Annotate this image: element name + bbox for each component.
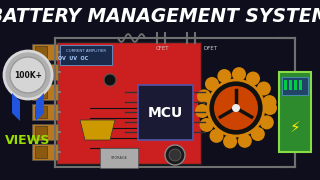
Text: CFET: CFET bbox=[156, 46, 170, 51]
Circle shape bbox=[217, 69, 231, 83]
Circle shape bbox=[104, 74, 116, 86]
Bar bbox=[35, 106, 47, 118]
Circle shape bbox=[262, 95, 276, 109]
Circle shape bbox=[200, 118, 213, 132]
Text: 100K+: 100K+ bbox=[14, 71, 42, 80]
Bar bbox=[32, 44, 58, 60]
Bar bbox=[32, 144, 58, 160]
Circle shape bbox=[246, 72, 260, 86]
Circle shape bbox=[165, 145, 185, 165]
Circle shape bbox=[223, 134, 237, 148]
Circle shape bbox=[232, 67, 246, 81]
Circle shape bbox=[195, 104, 209, 118]
Bar bbox=[32, 64, 58, 80]
Circle shape bbox=[257, 82, 271, 96]
Circle shape bbox=[169, 149, 181, 161]
Bar bbox=[56, 42, 201, 164]
Polygon shape bbox=[36, 93, 44, 121]
Bar bbox=[32, 84, 58, 100]
Text: VIEWS: VIEWS bbox=[5, 134, 51, 147]
Bar bbox=[32, 104, 58, 120]
Bar bbox=[35, 86, 47, 98]
Text: MCU: MCU bbox=[148, 106, 183, 120]
Circle shape bbox=[197, 89, 211, 103]
Text: STORAGE: STORAGE bbox=[111, 156, 127, 160]
Circle shape bbox=[198, 70, 274, 146]
Circle shape bbox=[205, 77, 219, 91]
Bar bbox=[32, 124, 58, 140]
Bar bbox=[284, 80, 287, 90]
Bar bbox=[138, 85, 193, 140]
Polygon shape bbox=[12, 93, 20, 121]
Bar bbox=[279, 72, 311, 152]
Circle shape bbox=[210, 129, 223, 143]
Circle shape bbox=[208, 80, 264, 136]
Circle shape bbox=[260, 115, 274, 129]
Circle shape bbox=[214, 86, 258, 130]
Text: DFET: DFET bbox=[203, 46, 217, 51]
Circle shape bbox=[263, 101, 277, 115]
Bar bbox=[282, 77, 308, 95]
Bar bbox=[35, 146, 47, 158]
Circle shape bbox=[238, 134, 252, 148]
Circle shape bbox=[232, 104, 240, 112]
Polygon shape bbox=[80, 120, 115, 140]
Circle shape bbox=[4, 51, 52, 99]
Text: ⚡: ⚡ bbox=[290, 120, 300, 134]
Bar bbox=[35, 66, 47, 78]
Text: BATTERY MANAGEMENT SYSTEM: BATTERY MANAGEMENT SYSTEM bbox=[0, 8, 320, 26]
Text: OV  UV  OC: OV UV OC bbox=[58, 57, 88, 62]
Bar bbox=[35, 126, 47, 138]
Bar bbox=[289, 80, 292, 90]
Bar bbox=[294, 80, 297, 90]
Circle shape bbox=[251, 127, 265, 141]
Text: CURRENT AMPLIFIER: CURRENT AMPLIFIER bbox=[66, 49, 106, 53]
Bar bbox=[60, 45, 112, 65]
Bar bbox=[100, 148, 138, 168]
Circle shape bbox=[10, 57, 46, 93]
Bar bbox=[35, 46, 47, 58]
Bar bbox=[299, 80, 302, 90]
